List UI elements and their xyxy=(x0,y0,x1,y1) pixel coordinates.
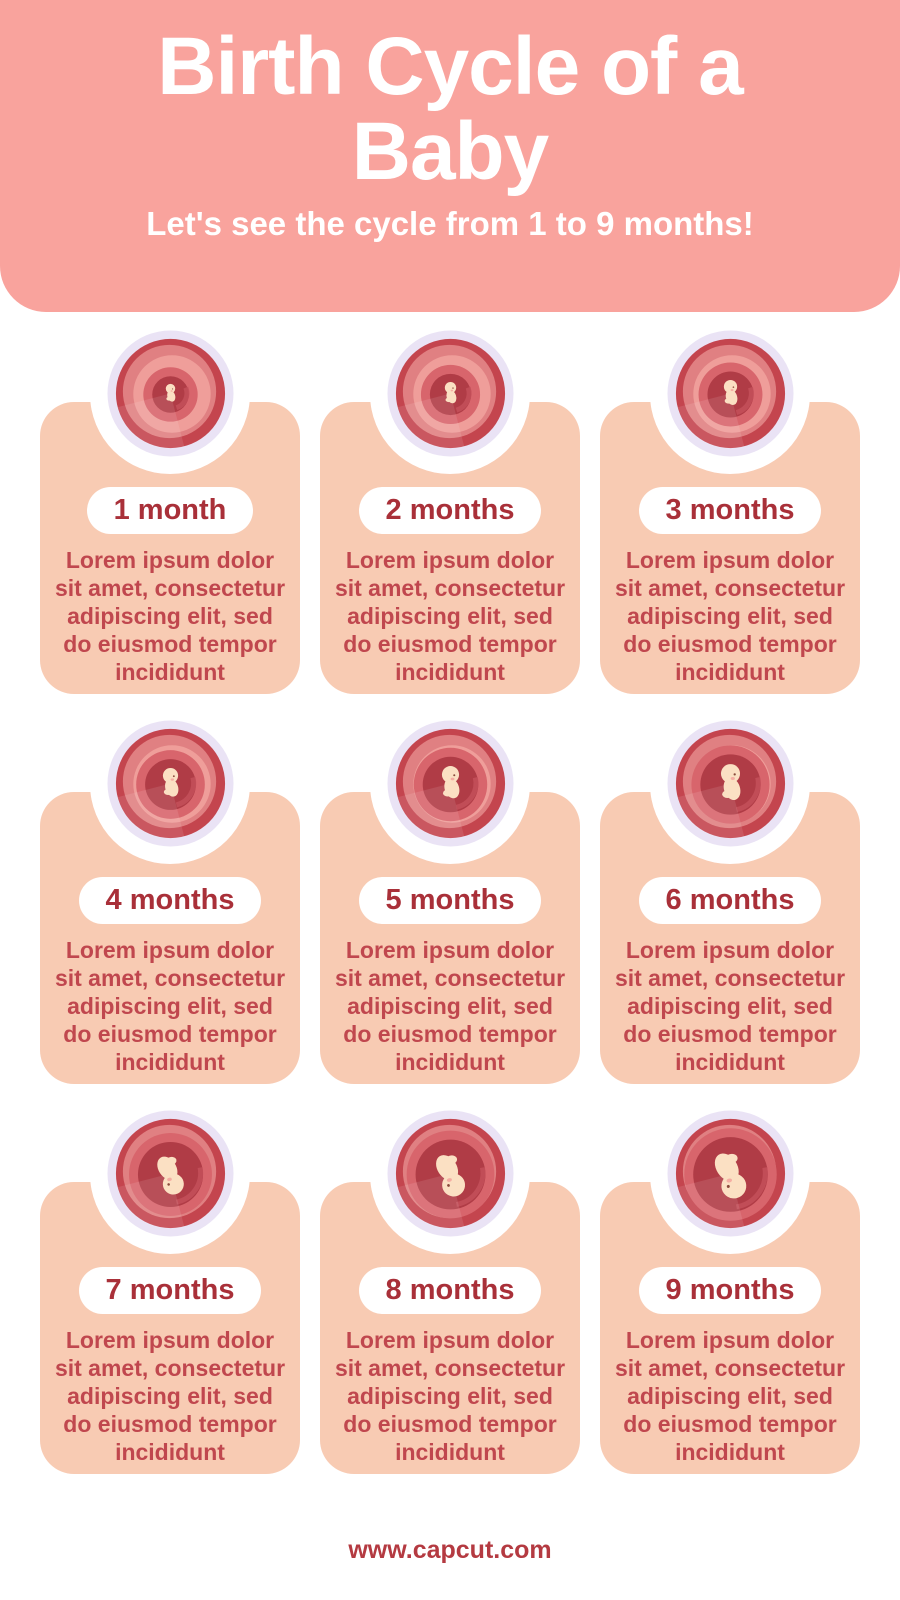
month-label: 5 months xyxy=(385,884,515,916)
month-badge: 5 months xyxy=(358,877,542,924)
month-description: Lorem ipsum dolor sit amet, consectetur … xyxy=(614,547,846,686)
month-badge: 6 months xyxy=(638,877,822,924)
month-badge: 4 months xyxy=(78,877,262,924)
fetus-icon xyxy=(106,330,234,457)
month-card: 7 months Lorem ipsum dolor sit amet, con… xyxy=(40,1110,300,1474)
month-label: 4 months xyxy=(105,884,235,916)
month-description: Lorem ipsum dolor sit amet, consectetur … xyxy=(334,547,566,686)
month-label: 2 months xyxy=(385,494,515,526)
month-card-panel: 9 months Lorem ipsum dolor sit amet, con… xyxy=(600,1182,860,1474)
womb-illustration xyxy=(386,1110,514,1237)
month-description: Lorem ipsum dolor sit amet, consectetur … xyxy=(334,937,566,1076)
womb-illustration xyxy=(106,330,234,457)
month-card: 2 months Lorem ipsum dolor sit amet, con… xyxy=(320,330,580,694)
month-card-panel: 2 months Lorem ipsum dolor sit amet, con… xyxy=(320,402,580,694)
page-title-line1: Birth Cycle of a xyxy=(157,21,743,112)
fetus-icon xyxy=(106,720,234,847)
month-label: 9 months xyxy=(665,1274,795,1306)
womb-illustration xyxy=(386,720,514,847)
page-title-line2: Baby xyxy=(351,106,550,198)
month-card: 4 months Lorem ipsum dolor sit amet, con… xyxy=(40,720,300,1084)
month-description: Lorem ipsum dolor sit amet, consectetur … xyxy=(334,1327,566,1466)
month-card: 8 months Lorem ipsum dolor sit amet, con… xyxy=(320,1110,580,1474)
month-label: 3 months xyxy=(665,494,795,526)
womb-illustration xyxy=(386,330,514,457)
month-card: 6 months Lorem ipsum dolor sit amet, con… xyxy=(600,720,860,1084)
fetus-icon xyxy=(386,330,514,457)
month-badge: 7 months xyxy=(78,1267,262,1314)
month-card: 1 month Lorem ipsum dolor sit amet, cons… xyxy=(40,330,300,694)
fetus-icon xyxy=(666,330,794,457)
month-card: 3 months Lorem ipsum dolor sit amet, con… xyxy=(600,330,860,694)
womb-illustration xyxy=(666,720,794,847)
month-description: Lorem ipsum dolor sit amet, consectetur … xyxy=(54,1327,286,1466)
month-badge: 1 month xyxy=(86,487,254,534)
month-badge: 8 months xyxy=(358,1267,542,1314)
month-description: Lorem ipsum dolor sit amet, consectetur … xyxy=(54,547,286,686)
womb-illustration xyxy=(666,330,794,457)
month-description: Lorem ipsum dolor sit amet, consectetur … xyxy=(54,937,286,1076)
month-label: 1 month xyxy=(113,494,227,526)
fetus-icon xyxy=(666,1110,794,1237)
month-description: Lorem ipsum dolor sit amet, consectetur … xyxy=(614,1327,846,1466)
month-card: 9 months Lorem ipsum dolor sit amet, con… xyxy=(600,1110,860,1474)
month-label: 7 months xyxy=(105,1274,235,1306)
month-badge: 9 months xyxy=(638,1267,822,1314)
footer-url: www.capcut.com xyxy=(348,1536,552,1564)
womb-illustration xyxy=(106,1110,234,1237)
month-label: 8 months xyxy=(385,1274,515,1306)
month-card-panel: 3 months Lorem ipsum dolor sit amet, con… xyxy=(600,402,860,694)
fetus-icon xyxy=(386,720,514,847)
month-card-panel: 7 months Lorem ipsum dolor sit amet, con… xyxy=(40,1182,300,1474)
month-cards-grid: 1 month Lorem ipsum dolor sit amet, cons… xyxy=(40,330,860,1474)
fetus-icon xyxy=(666,720,794,847)
month-badge: 2 months xyxy=(358,487,542,534)
footer: www.capcut.com xyxy=(0,1536,900,1565)
fetus-icon xyxy=(386,1110,514,1237)
month-description: Lorem ipsum dolor sit amet, consectetur … xyxy=(614,937,846,1076)
month-badge: 3 months xyxy=(638,487,822,534)
month-card: 5 months Lorem ipsum dolor sit amet, con… xyxy=(320,720,580,1084)
header: Birth Cycle of a Baby Let's see the cycl… xyxy=(0,0,900,312)
fetus-icon xyxy=(106,1110,234,1237)
month-label: 6 months xyxy=(665,884,795,916)
page-subtitle: Let's see the cycle from 1 to 9 months! xyxy=(146,204,754,242)
month-card-panel: 4 months Lorem ipsum dolor sit amet, con… xyxy=(40,792,300,1084)
womb-illustration xyxy=(106,720,234,847)
womb-illustration xyxy=(666,1110,794,1237)
page-title: Birth Cycle of a Baby xyxy=(0,24,900,195)
